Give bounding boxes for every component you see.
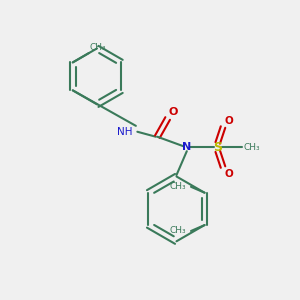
Text: CH₃: CH₃	[170, 226, 186, 236]
Text: NH: NH	[117, 127, 132, 137]
Text: O: O	[224, 169, 233, 179]
Text: N: N	[182, 142, 191, 152]
Text: CH₃: CH₃	[90, 43, 106, 52]
Text: O: O	[169, 107, 178, 117]
Text: CH₃: CH₃	[170, 182, 186, 191]
Text: O: O	[224, 116, 233, 126]
Text: CH₃: CH₃	[243, 142, 260, 152]
Text: S: S	[213, 141, 222, 154]
